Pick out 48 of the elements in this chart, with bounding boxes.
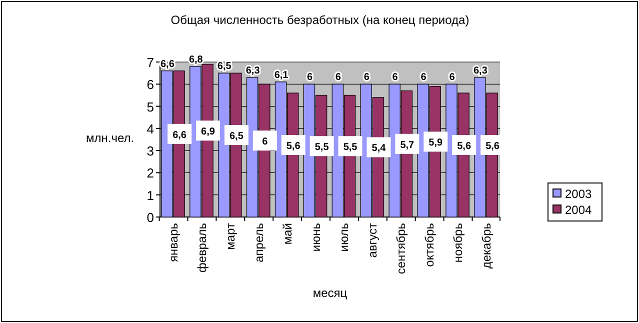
data-label: 6,6 [172,130,187,141]
y-tick-label: 7 [146,55,154,70]
data-label: 6 [335,72,342,84]
data-label: 6,9 [201,126,216,138]
data-label: 5,5 [343,142,358,154]
x-tick-label: ноябрь [451,223,466,263]
y-tick-label: 1 [146,188,154,203]
data-label: 6 [364,72,370,84]
data-label: 6,1 [274,70,289,81]
data-label: 5,4 [372,143,386,154]
data-label: 6 [392,72,398,84]
legend-label: 2004 [565,203,592,217]
y-tick-label: 6 [146,77,154,92]
data-label: 5,7 [400,140,415,151]
x-tick-label: февраль [194,223,209,273]
data-label: 6 [449,72,456,84]
y-tick-label: 5 [146,99,154,114]
data-label: 6,3 [473,66,488,76]
x-tick-label: январь [166,223,181,262]
x-tick-label: июнь [308,223,323,252]
x-tick-label: апрель [252,223,266,262]
x-tick-label: март [223,222,238,250]
y-axis-title: млн.чел. [86,131,134,145]
y-tick-label: 4 [146,121,154,136]
data-label: 6 [306,72,313,84]
data-label: 6,5 [217,61,232,72]
data-label: 5,6 [486,141,500,152]
x-tick-label: май [280,223,294,245]
data-label: 6 [420,72,427,84]
data-label: 6,3 [246,66,260,76]
data-label: 5,5 [314,142,330,154]
y-tick-label: 2 [146,166,154,181]
x-tick-label: декабрь [479,223,494,269]
y-tick-label: 3 [146,144,154,159]
data-label: 6,5 [230,131,244,142]
data-label: 5,9 [428,138,444,149]
chart-title: Общая численность безработных (на конец периода) [170,13,470,27]
data-label: 6 [262,136,268,148]
x-tick-label: октябрь [422,223,437,267]
data-label: 5,6 [457,141,472,152]
data-label: 6,6 [160,58,175,70]
x-tick-label: август [366,222,380,258]
y-tick-label: 0 [146,210,154,225]
x-tick-label: сентябрь [394,223,408,274]
x-tick-label: июль [337,223,352,252]
x-axis-title: месяц [312,286,348,300]
data-label: 5,6 [286,141,301,152]
legend-label: 2003 [565,187,592,201]
